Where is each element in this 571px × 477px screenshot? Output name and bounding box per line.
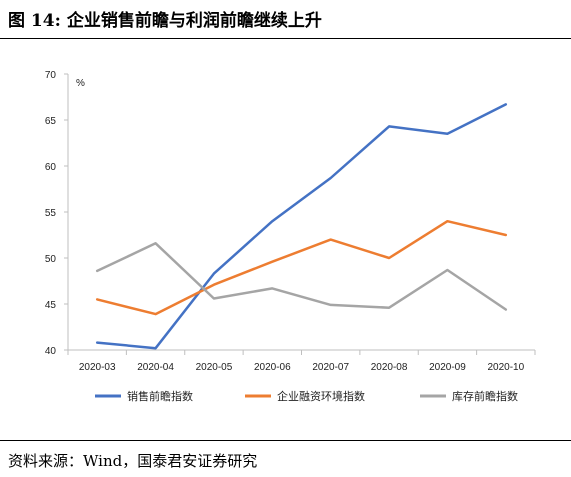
y-tick-label: 45 [45,300,57,311]
y-tick-label: 50 [45,254,57,265]
y-tick-label: 60 [45,162,57,173]
series-lines [95,103,508,350]
figure-title: 图 14: 企业销售前瞻与利润前瞻继续上升 [8,6,322,31]
legend-item: 销售前瞻指数 [95,389,193,403]
series-line-1 [95,103,508,350]
y-tick-label: 40 [45,346,57,357]
x-axis: 2020-03 2020-04 2020-05 2020-06 2020-07 2020-… [67,349,536,373]
x-tick-label: 2020-07 [312,362,349,373]
legend-label: 企业融资环境指数 [277,389,365,403]
x-tick-label: 2020-05 [196,362,233,373]
title-rule [0,38,571,39]
x-tick-label: 2020-10 [487,362,524,373]
figure-title-text: 企业销售前瞻与利润前瞻继续上升 [66,11,322,31]
x-tick-label: 2020-06 [254,362,291,373]
legend-label: 销售前瞻指数 [127,389,193,403]
legend-label: 库存前瞻指数 [452,389,518,403]
source-rule [0,440,571,441]
series-line-3 [95,242,508,311]
series-line-2 [95,219,508,316]
y-axis-unit: % [76,78,85,89]
source-note: 资料来源：Wind，国泰君安证券研究 [8,452,258,470]
y-tick-label: 65 [45,116,57,127]
x-tick-label: 2020-08 [371,362,408,373]
y-axis: 40 45 50 55 60 65 70% [45,70,85,357]
figure-number: 图 14: [8,11,61,31]
x-tick-label: 2020-04 [137,362,174,373]
y-tick-label: 70 [45,70,57,81]
legend-item: 企业融资环境指数 [245,389,365,403]
legend-item: 库存前瞻指数 [420,389,518,403]
x-tick-label: 2020-03 [79,362,116,373]
legend: 销售前瞻指数 企业融资环境指数 库存前瞻指数 [95,389,518,403]
x-tick-label: 2020-09 [429,362,466,373]
y-tick-label: 55 [45,208,57,219]
